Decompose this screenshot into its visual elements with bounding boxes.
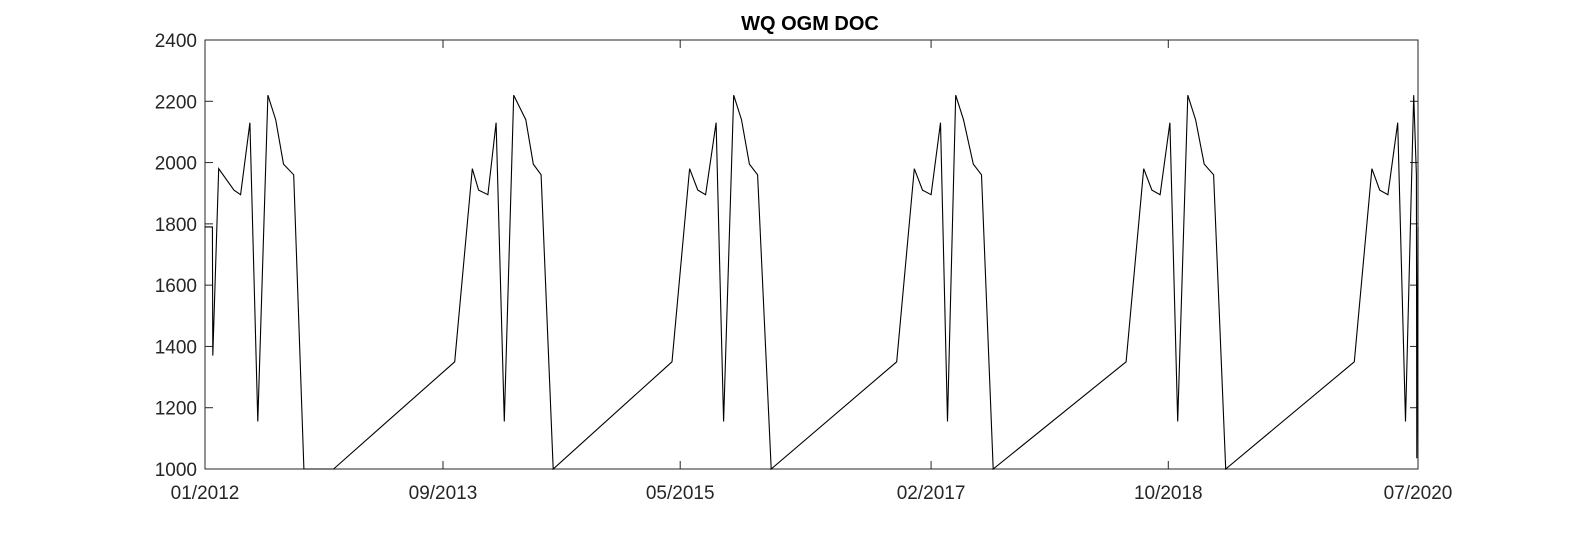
y-tick-label: 2200 [155, 92, 197, 113]
x-tick-label: 05/2015 [646, 483, 715, 504]
x-axis: 01/2012 09/2013 05/2015 02/2017 10/2018 07/20… [171, 40, 1453, 504]
axes-box [204, 39, 1419, 470]
y-tick-label: 2400 [155, 31, 197, 52]
y-tick-label: 2000 [155, 154, 197, 175]
y-axis: 1000 1200 1400 1600 1800 2000 2200 2400 [155, 31, 1418, 481]
chart-title: WQ OGM DOC [741, 13, 879, 35]
y-tick-label: 1400 [155, 337, 197, 358]
series-line [205, 94, 1419, 471]
plot-area: 1000 1200 1400 1600 1800 2000 2200 2400 01/2012… [155, 31, 1453, 504]
y-tick-label: 1600 [155, 276, 197, 297]
x-tick-label: 02/2017 [897, 483, 966, 504]
x-tick-label: 07/2020 [1384, 483, 1453, 504]
x-tick-label: 09/2013 [409, 483, 478, 504]
y-tick-label: 1000 [155, 460, 197, 481]
y-tick-label: 1200 [155, 399, 197, 420]
y-tick-label: 1800 [155, 215, 197, 236]
x-tick-label: 01/2012 [171, 483, 240, 504]
x-tick-label: 10/2018 [1134, 483, 1203, 504]
